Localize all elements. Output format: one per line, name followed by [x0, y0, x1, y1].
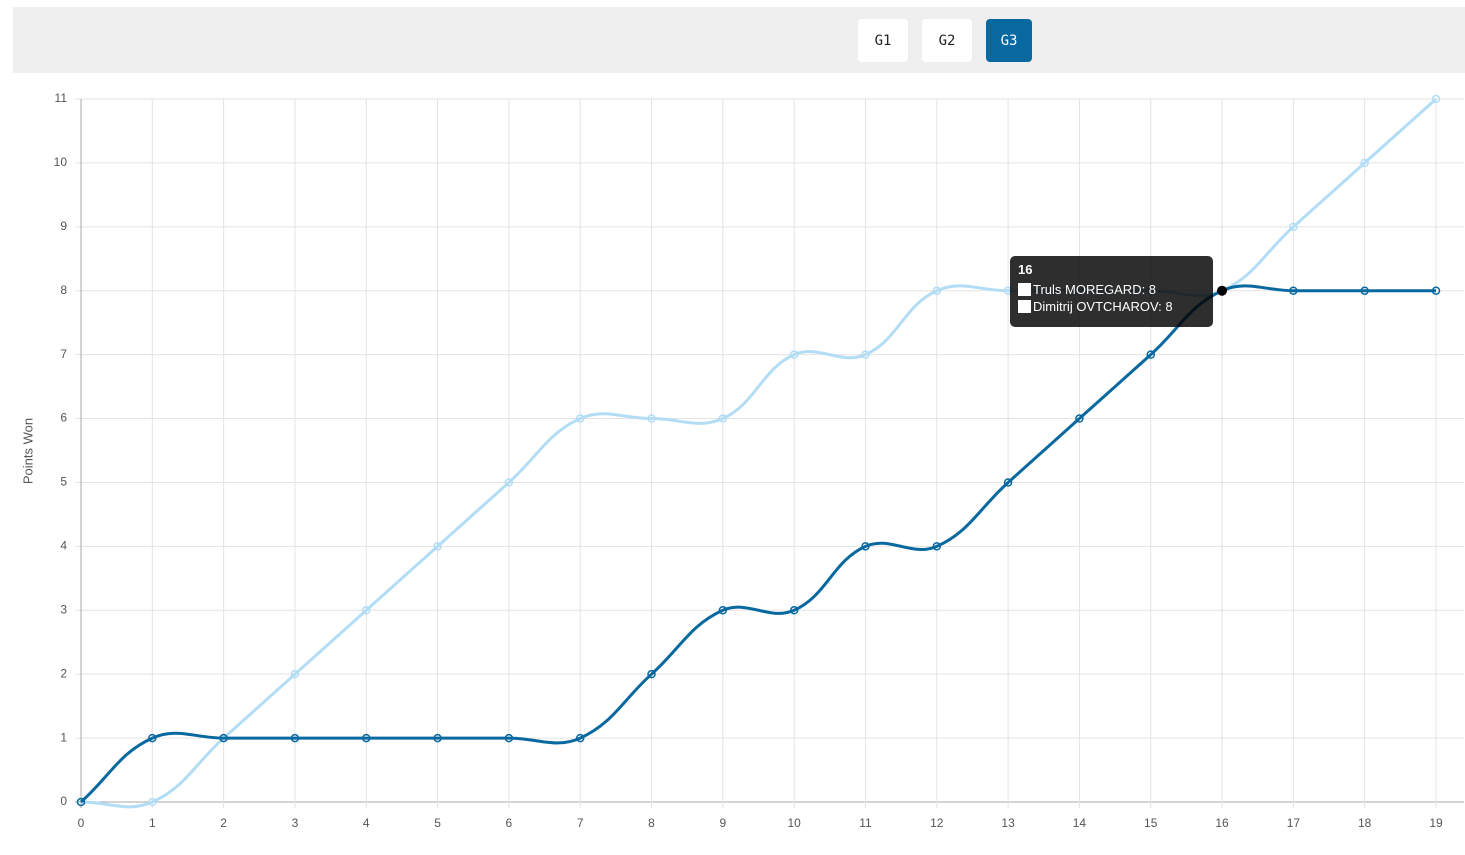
y-tick-label: 7: [60, 347, 67, 361]
x-tick-label: 3: [292, 816, 299, 830]
y-tick-label: 10: [54, 155, 68, 169]
y-tick-label: 2: [60, 666, 67, 680]
series-line: [80, 97, 1438, 809]
data-point: [433, 542, 442, 551]
tooltip-swatch: [1018, 283, 1031, 296]
data-point: [1431, 286, 1441, 295]
x-tick-label: 2: [220, 816, 227, 830]
y-tick-label: 1: [60, 730, 67, 744]
tab-bar: G1 G2 G3: [13, 7, 1465, 73]
data-point: [718, 606, 728, 615]
game-tab[interactable]: G2: [922, 19, 972, 62]
tooltip-title: 16: [1018, 262, 1033, 277]
data-point: [504, 478, 514, 487]
data-point: [1289, 286, 1298, 295]
data-point: [1360, 158, 1369, 168]
x-tick-label: 5: [434, 816, 441, 830]
data-point: [932, 542, 942, 551]
x-tick-label: 12: [930, 816, 944, 830]
data-point: [1003, 478, 1013, 487]
data-point: [718, 414, 728, 423]
x-tick-label: 1: [149, 816, 156, 830]
tooltip-item: Dimitrij OVTCHAROV: 8: [1033, 299, 1173, 314]
tooltip-swatch: [1018, 300, 1031, 313]
data-point: [861, 350, 870, 359]
data-point: [362, 733, 371, 743]
data-point: [219, 733, 228, 743]
y-tick-label: 0: [60, 794, 67, 808]
data-point: [504, 733, 514, 743]
data-point: [789, 350, 799, 359]
data-point: [647, 414, 656, 423]
data-point: [861, 542, 870, 551]
y-tick-label: 3: [60, 602, 67, 616]
data-point: [789, 606, 799, 615]
x-tick-label: 4: [363, 816, 370, 830]
data-point: [1146, 350, 1155, 359]
x-tick-label: 19: [1429, 816, 1443, 830]
x-tick-label: 0: [78, 816, 85, 830]
y-tick-label: 4: [60, 539, 67, 553]
tooltip-item: Truls MOREGARD: 8: [1033, 282, 1157, 297]
data-point: [76, 797, 86, 807]
data-point: [1431, 94, 1441, 104]
data-point: [148, 733, 157, 743]
y-tick-label: 6: [60, 411, 67, 425]
game-tab[interactable]: G3: [986, 19, 1032, 62]
data-point: [932, 286, 942, 295]
x-tick-label: 9: [719, 816, 726, 830]
data-point: [362, 606, 371, 615]
game-tab[interactable]: G1: [858, 19, 908, 62]
data-point: [1289, 222, 1298, 232]
y-tick-label: 8: [60, 283, 67, 297]
y-tick-label: 5: [60, 475, 67, 489]
data-point: [647, 669, 656, 679]
x-tick-label: 6: [506, 816, 513, 830]
x-tick-label: 11: [859, 816, 872, 830]
data-point: [575, 414, 585, 423]
data-point: [290, 669, 300, 679]
data-point: [433, 733, 442, 743]
x-tick-label: 15: [1144, 816, 1158, 830]
data-point: [575, 733, 585, 743]
hover-point: [1217, 285, 1228, 296]
x-tick-label: 8: [648, 816, 655, 830]
tooltip-row: Dimitrij OVTCHAROV: 8: [1018, 298, 1205, 315]
x-tick-label: 13: [1001, 816, 1015, 830]
x-tick-label: 14: [1073, 816, 1087, 830]
series-line: [79, 284, 1436, 804]
data-point: [1360, 286, 1369, 295]
data-point: [148, 797, 157, 807]
y-axis-label: Points Won: [20, 418, 35, 484]
y-tick-label: 9: [60, 219, 67, 233]
tooltip-row: Truls MOREGARD: 8: [1018, 281, 1205, 298]
x-tick-label: 16: [1215, 816, 1229, 830]
x-tick-label: 7: [577, 816, 584, 830]
data-point: [1075, 414, 1084, 423]
x-tick-label: 10: [787, 816, 801, 830]
x-tick-label: 17: [1287, 816, 1301, 830]
data-point: [290, 733, 300, 743]
y-tick-label: 11: [55, 91, 68, 105]
x-tick-label: 18: [1358, 816, 1372, 830]
tooltip: 16 Truls MOREGARD: 8 Dimitrij OVTCHAROV:…: [1010, 256, 1213, 327]
